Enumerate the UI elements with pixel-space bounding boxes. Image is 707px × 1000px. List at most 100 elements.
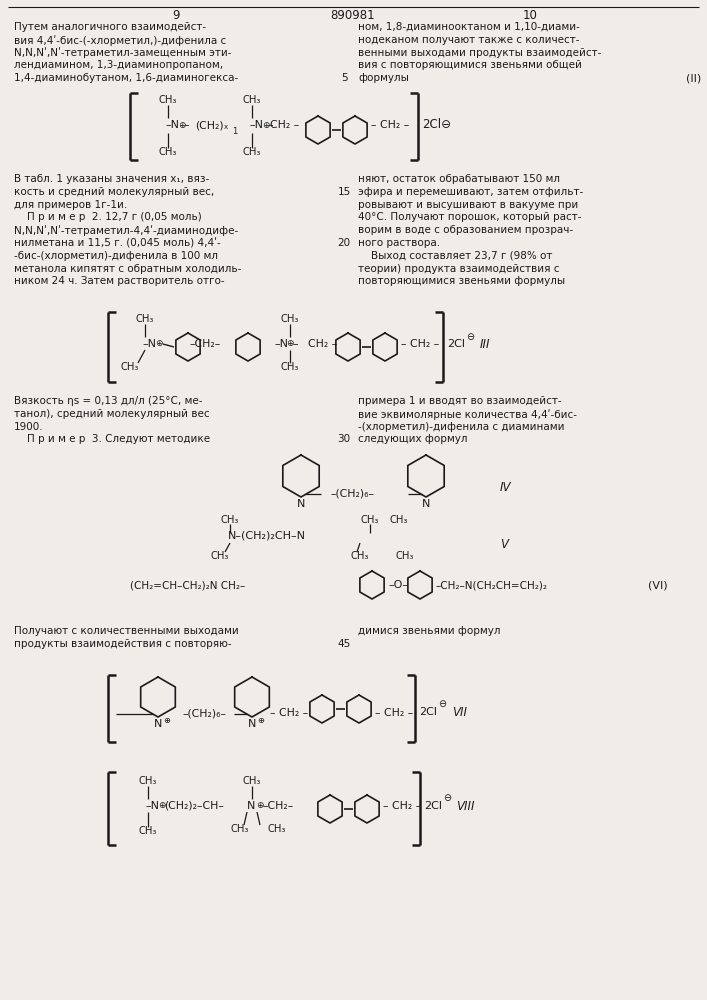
Text: ного раствора.: ного раствора. — [358, 238, 440, 248]
Text: 15: 15 — [337, 187, 351, 197]
Text: –CH₂–N(CH₂CH=CH₂)₂: –CH₂–N(CH₂CH=CH₂)₂ — [436, 580, 548, 590]
Text: ⊕: ⊕ — [178, 120, 185, 129]
Text: вия 4,4ʹ-бис-(-хлорметил,)-дифенила с: вия 4,4ʹ-бис-(-хлорметил,)-дифенила с — [14, 35, 226, 46]
Text: Выход составляет 23,7 г (98% от: Выход составляет 23,7 г (98% от — [358, 251, 552, 261]
Text: –N: –N — [142, 339, 156, 349]
Text: повторяющимися звеньями формулы: повторяющимися звеньями формулы — [358, 276, 565, 286]
Text: CH₃: CH₃ — [211, 551, 229, 561]
Text: 9: 9 — [173, 9, 180, 22]
Text: –(CH₂)₆–: –(CH₂)₆– — [182, 708, 226, 718]
Text: 2Cl: 2Cl — [447, 339, 465, 349]
Text: ровывают и высушивают в вакууме при: ровывают и высушивают в вакууме при — [358, 200, 578, 210]
Text: CH₃: CH₃ — [395, 551, 414, 561]
Text: CH₃: CH₃ — [361, 515, 379, 525]
Text: CH₃: CH₃ — [136, 314, 154, 324]
Text: N–(CH₂)₂CH–N: N–(CH₂)₂CH–N — [228, 531, 306, 541]
Text: эфира и перемешивают, затем отфильт-: эфира и перемешивают, затем отфильт- — [358, 187, 583, 197]
Text: –CH₂–: –CH₂– — [262, 801, 293, 811]
Text: ворим в воде с образованием прозрач-: ворим в воде с образованием прозрач- — [358, 225, 573, 235]
Text: III: III — [480, 338, 491, 351]
Text: формулы: формулы — [358, 73, 409, 83]
Text: CH₃: CH₃ — [267, 824, 286, 834]
Text: VII: VII — [452, 706, 467, 718]
Text: VIII: VIII — [456, 800, 474, 812]
Text: N: N — [297, 499, 305, 509]
Text: –O–: –O– — [388, 580, 408, 590]
Text: CH₃: CH₃ — [281, 314, 299, 324]
Text: CH₃: CH₃ — [139, 776, 157, 786]
Text: 2Cl: 2Cl — [419, 707, 437, 717]
Text: CH₃: CH₃ — [243, 95, 261, 105]
Text: 1,4-диаминобутаном, 1,6-диаминогекса-: 1,4-диаминобутаном, 1,6-диаминогекса- — [14, 73, 238, 83]
Text: CH₃: CH₃ — [230, 824, 249, 834]
Text: – CH₂ –: – CH₂ – — [270, 708, 308, 718]
Text: ⊕: ⊕ — [158, 802, 165, 810]
Text: CH₃: CH₃ — [221, 515, 239, 525]
Text: 30: 30 — [337, 434, 351, 444]
Text: П р и м е р  3. Следуют методике: П р и м е р 3. Следуют методике — [14, 434, 210, 444]
Text: ⊖: ⊖ — [438, 699, 446, 709]
Text: 40°С. Получают порошок, который раст-: 40°С. Получают порошок, который раст- — [358, 212, 581, 222]
Text: –(CH₂)₆–: –(CH₂)₆– — [330, 488, 374, 498]
Text: 10: 10 — [522, 9, 537, 22]
Text: –: – — [183, 120, 189, 130]
Text: CH₃: CH₃ — [351, 551, 369, 561]
Text: ником 24 ч. Затем растворитель отго-: ником 24 ч. Затем растворитель отго- — [14, 276, 225, 286]
Text: вие эквимолярные количества 4,4ʹ-бис-: вие эквимолярные количества 4,4ʹ-бис- — [358, 409, 577, 420]
Text: –: – — [267, 120, 273, 130]
Text: CH₃: CH₃ — [139, 826, 157, 836]
Text: 1: 1 — [232, 127, 238, 136]
Text: CH₃: CH₃ — [243, 147, 261, 157]
Text: – CH₂ –: – CH₂ – — [383, 801, 421, 811]
Text: –CH₂–: –CH₂– — [189, 339, 221, 349]
Text: –N: –N — [165, 120, 179, 130]
Text: CH₃: CH₃ — [159, 147, 177, 157]
Text: CH₃: CH₃ — [281, 362, 299, 372]
Text: В табл. 1 указаны значения x₁, вяз-: В табл. 1 указаны значения x₁, вяз- — [14, 174, 209, 184]
Text: CH₃: CH₃ — [159, 95, 177, 105]
Text: N: N — [154, 719, 162, 729]
Text: 45: 45 — [337, 639, 351, 649]
Text: П р и м е р  2. 12,7 г (0,05 моль): П р и м е р 2. 12,7 г (0,05 моль) — [14, 212, 201, 222]
Text: ⊕: ⊕ — [262, 120, 269, 129]
Text: нодеканом получают также с количест-: нодеканом получают также с количест- — [358, 35, 580, 45]
Text: –N: –N — [274, 339, 288, 349]
Text: ⊕: ⊕ — [163, 716, 170, 725]
Text: V: V — [500, 538, 508, 551]
Text: –N: –N — [249, 120, 263, 130]
Text: венными выходами продукты взаимодейст-: венными выходами продукты взаимодейст- — [358, 48, 602, 58]
Text: няют, остаток обрабатывают 150 мл: няют, остаток обрабатывают 150 мл — [358, 174, 560, 184]
Text: CH₂ –: CH₂ – — [308, 339, 337, 349]
Text: (VI): (VI) — [648, 580, 667, 590]
Text: ⊕: ⊕ — [257, 716, 264, 725]
Text: CH₃: CH₃ — [390, 515, 409, 525]
Text: ⊖: ⊖ — [443, 793, 451, 803]
Text: Путем аналогичного взаимодейст-: Путем аналогичного взаимодейст- — [14, 22, 206, 32]
Text: ⊖: ⊖ — [466, 332, 474, 342]
Text: ⊕: ⊕ — [256, 802, 264, 810]
Text: Вязкость ηs = 0,13 дл/л (25°С, ме-: Вязкость ηs = 0,13 дл/л (25°С, ме- — [14, 396, 202, 406]
Text: –N: –N — [145, 801, 159, 811]
Text: CH₃: CH₃ — [121, 362, 139, 372]
Text: N: N — [248, 719, 256, 729]
Text: 2Cl⊖: 2Cl⊖ — [422, 118, 451, 131]
Text: -(хлорметил)-дифенила с диаминами: -(хлорметил)-дифенила с диаминами — [358, 422, 564, 432]
Text: следующих формул: следующих формул — [358, 434, 467, 444]
Text: 2Cl: 2Cl — [424, 801, 442, 811]
Text: – CH₂ –: – CH₂ – — [401, 339, 439, 349]
Text: – CH₂ –: – CH₂ – — [375, 708, 414, 718]
Text: Получают с количественными выходами: Получают с количественными выходами — [14, 626, 239, 636]
Text: – CH₂ –: – CH₂ – — [371, 120, 409, 130]
Text: ⊕: ⊕ — [286, 340, 293, 349]
Text: -бис-(хлорметил)-дифенила в 100 мл: -бис-(хлорметил)-дифенила в 100 мл — [14, 251, 218, 261]
Text: 1900.: 1900. — [14, 422, 44, 432]
Text: продукты взаимодействия с повторяю-: продукты взаимодействия с повторяю- — [14, 639, 232, 649]
Text: CH₃: CH₃ — [243, 776, 261, 786]
Text: димися звеньями формул: димися звеньями формул — [358, 626, 501, 636]
Text: (CH₂)ₓ: (CH₂)ₓ — [195, 120, 228, 130]
Text: (II): (II) — [686, 73, 701, 83]
Text: ⊕: ⊕ — [155, 340, 163, 349]
Text: IV: IV — [500, 481, 511, 494]
Text: ном, 1,8-диаминооктаном и 1,10-диами-: ном, 1,8-диаминооктаном и 1,10-диами- — [358, 22, 580, 32]
Text: CH₂ –: CH₂ – — [270, 120, 299, 130]
